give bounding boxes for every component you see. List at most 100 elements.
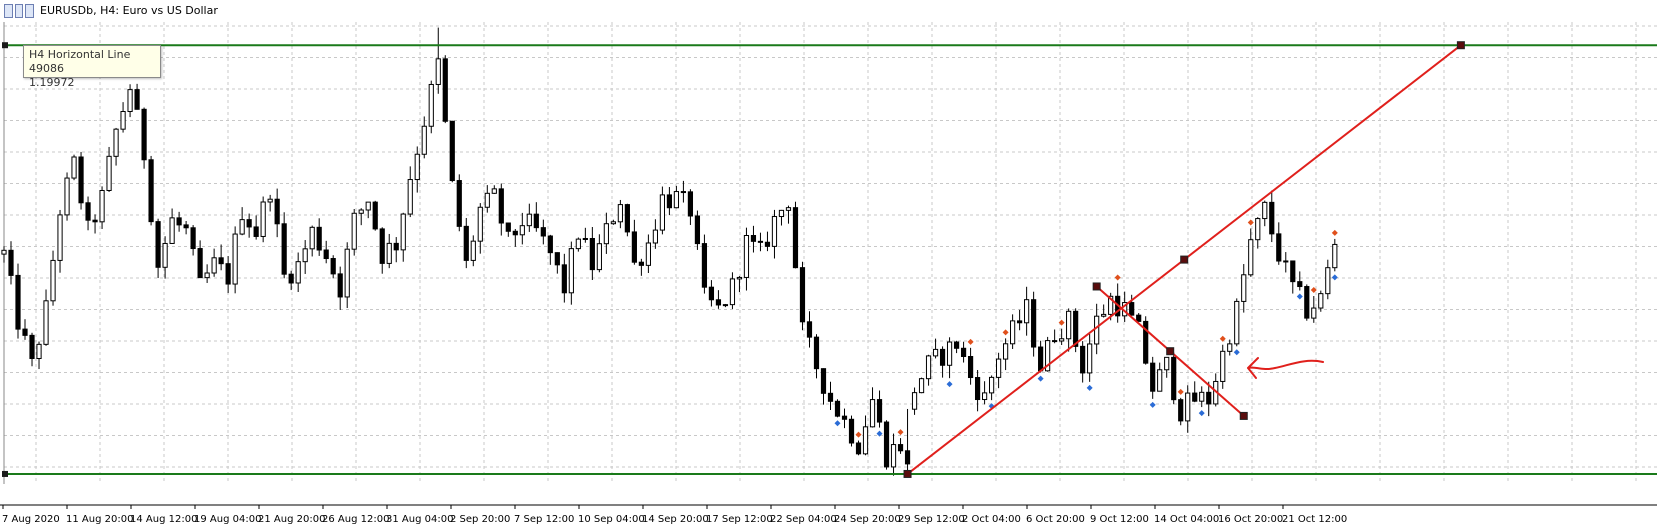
candle-body bbox=[582, 238, 588, 241]
horizontal-line-handle bbox=[2, 42, 8, 49]
candle-body bbox=[267, 198, 273, 203]
candle bbox=[1283, 252, 1289, 273]
trend-line[interactable] bbox=[1092, 282, 1248, 420]
candle-body bbox=[64, 177, 70, 216]
buy-signal-marker bbox=[1233, 349, 1240, 356]
candle-body bbox=[477, 206, 483, 242]
x-tick: 26 Aug 12:00 bbox=[322, 505, 389, 525]
candle bbox=[932, 338, 939, 359]
chart-title: EURUSDb, H4: Euro vs US Dollar bbox=[40, 4, 218, 17]
candle bbox=[379, 227, 385, 274]
candle bbox=[582, 227, 588, 243]
candle-body bbox=[421, 125, 427, 155]
candle-body bbox=[337, 273, 343, 298]
horizontal-line[interactable] bbox=[2, 42, 1657, 49]
candle-body bbox=[1234, 300, 1240, 345]
candle bbox=[575, 237, 581, 252]
candle bbox=[729, 272, 736, 309]
x-tick-label: 21 Oct 12:00 bbox=[1282, 514, 1347, 525]
candle-body bbox=[1136, 314, 1142, 322]
candle-body bbox=[925, 355, 932, 380]
candle bbox=[134, 83, 140, 110]
x-tick: 17 Sep 12:00 bbox=[706, 505, 773, 525]
candle bbox=[22, 319, 28, 340]
candle bbox=[491, 185, 497, 194]
marker-layer bbox=[834, 219, 1338, 438]
candle bbox=[631, 219, 637, 265]
candle-body bbox=[946, 341, 953, 366]
signal-diamond bbox=[967, 338, 974, 345]
candle-body bbox=[911, 392, 918, 410]
candle-body bbox=[36, 343, 42, 359]
trend-line-midpoint-handle bbox=[1166, 347, 1175, 356]
sell-signal-marker bbox=[1058, 319, 1065, 326]
candle bbox=[596, 234, 602, 273]
x-tick: 6 Oct 20:00 bbox=[1026, 505, 1085, 525]
candle bbox=[526, 203, 532, 232]
candle bbox=[533, 202, 539, 232]
buy-signal-marker bbox=[1331, 274, 1338, 281]
candle bbox=[960, 341, 967, 363]
candle bbox=[414, 146, 420, 193]
candle bbox=[638, 258, 644, 276]
candle bbox=[1276, 222, 1282, 265]
candle-body bbox=[799, 267, 806, 323]
candle bbox=[848, 415, 855, 447]
candle bbox=[1136, 313, 1142, 322]
candle bbox=[1150, 356, 1156, 399]
signal-diamond bbox=[1219, 335, 1226, 342]
candle-body bbox=[1108, 295, 1114, 315]
candle-body bbox=[1297, 281, 1303, 288]
candle-body bbox=[1325, 267, 1331, 295]
candle-body bbox=[568, 248, 574, 294]
candle-body bbox=[246, 219, 252, 228]
horizontal-line[interactable] bbox=[2, 470, 1657, 477]
candle-body bbox=[680, 191, 687, 194]
candle-body bbox=[1066, 310, 1072, 340]
candle-body bbox=[1192, 392, 1198, 402]
sell-signal-marker bbox=[897, 429, 904, 436]
candle bbox=[113, 127, 119, 166]
candle bbox=[1157, 362, 1163, 392]
candle-body bbox=[183, 224, 189, 229]
candle bbox=[1178, 397, 1184, 426]
sell-signal-marker bbox=[1310, 287, 1317, 294]
sell-signal-marker bbox=[1177, 388, 1184, 395]
sell-signal-marker bbox=[1002, 329, 1009, 336]
candle bbox=[386, 233, 392, 269]
candle-body bbox=[92, 219, 98, 223]
candle bbox=[659, 186, 665, 235]
candle bbox=[267, 194, 273, 212]
candle bbox=[764, 231, 771, 252]
candle-body bbox=[134, 89, 140, 110]
candle-body bbox=[295, 261, 301, 284]
trend-line[interactable] bbox=[903, 41, 1465, 478]
candle-body bbox=[988, 376, 995, 394]
candle bbox=[813, 334, 820, 379]
candle-body bbox=[190, 227, 196, 250]
candle-body bbox=[757, 240, 764, 243]
candle-body bbox=[414, 153, 420, 181]
chart-window-icon[interactable] bbox=[4, 4, 35, 18]
candle-body bbox=[1045, 340, 1051, 372]
candle-body bbox=[372, 201, 378, 230]
candle-body bbox=[57, 214, 63, 261]
candle-body bbox=[8, 249, 14, 276]
candle-body bbox=[610, 221, 616, 225]
candle bbox=[36, 341, 42, 370]
candle-body bbox=[624, 204, 630, 233]
candle-body bbox=[869, 399, 876, 428]
candle-body bbox=[806, 321, 813, 338]
candle bbox=[1227, 339, 1233, 356]
candle-body bbox=[1178, 399, 1184, 422]
candle-body bbox=[722, 304, 729, 307]
signal-diamond bbox=[1310, 287, 1317, 294]
candle-body bbox=[85, 202, 91, 221]
candle bbox=[1248, 228, 1254, 277]
candle-body bbox=[1073, 310, 1079, 347]
candle bbox=[477, 203, 483, 254]
candle-body bbox=[904, 450, 911, 465]
x-tick-label: 14 Oct 04:00 bbox=[1154, 514, 1219, 525]
